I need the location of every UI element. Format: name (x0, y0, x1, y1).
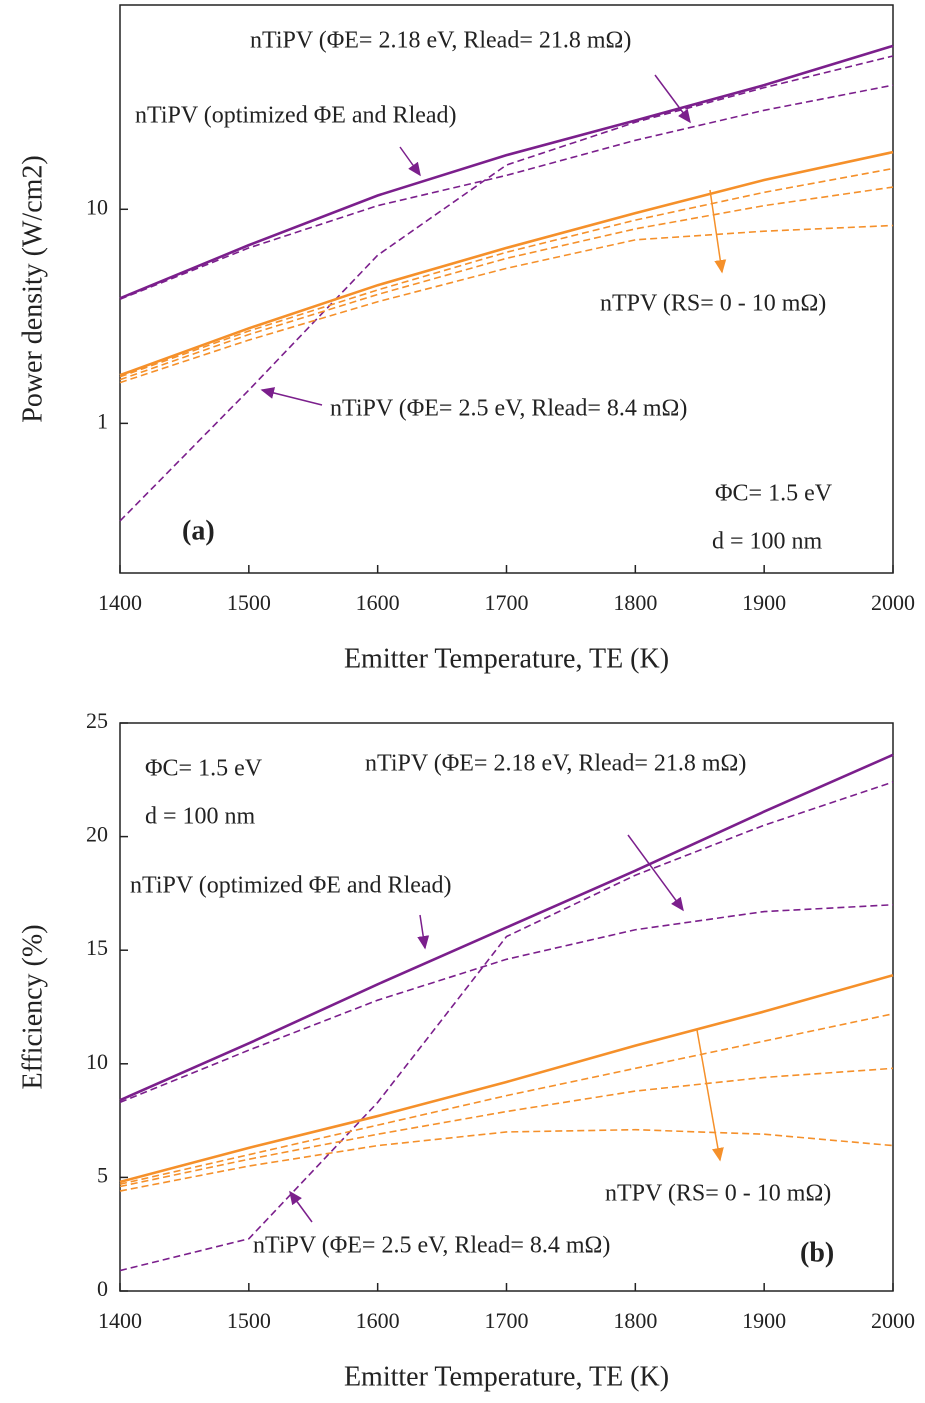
data-line (119, 1067, 894, 1188)
annotation: ΦC= 1.5 eV (715, 481, 833, 507)
annotation: (b) (800, 1237, 834, 1268)
arrow (260, 387, 323, 406)
arrow (654, 74, 691, 124)
x-tick-label: 1400 (98, 1308, 142, 1333)
x-tick-label: 1900 (742, 1308, 786, 1333)
data-line (119, 44, 894, 300)
y-tick-label: 5 (97, 1162, 108, 1187)
data-line (119, 55, 894, 522)
annotation: d = 100 nm (145, 804, 256, 830)
annotation: d = 100 nm (712, 529, 823, 555)
y-axis-label: Efficiency (%) (17, 924, 48, 1089)
series-label: nTiPV (ΦE= 2.5 eV, Rlead= 8.4 mΩ) (330, 396, 687, 422)
data-line (119, 1013, 894, 1185)
arrow (627, 834, 684, 912)
x-tick-label: 2000 (871, 590, 915, 615)
y-tick-label: 25 (86, 708, 108, 733)
x-tick-label: 2000 (871, 1308, 915, 1333)
y-tick-label: 10 (86, 1049, 108, 1074)
x-tick-label: 1500 (227, 1308, 271, 1333)
x-tick-label: 1800 (613, 1308, 657, 1333)
x-tick-label: 1600 (356, 1308, 400, 1333)
data-line (119, 903, 894, 1104)
series-label: nTiPV (ΦE= 2.5 eV, Rlead= 8.4 mΩ) (253, 1233, 610, 1259)
series-label: nTiPV (optimized ΦE and Rlead) (135, 103, 457, 129)
x-tick-label: 1500 (227, 590, 271, 615)
data-line (119, 186, 894, 381)
annotation: (a) (182, 515, 215, 546)
x-axis-label: Emitter Temperature, TE (K) (344, 1361, 669, 1392)
y-tick-label: 20 (86, 822, 108, 847)
x-tick-label: 1400 (98, 590, 142, 615)
arrow (399, 146, 421, 177)
y-tick-label: 10 (86, 194, 108, 219)
x-tick-label: 1900 (742, 590, 786, 615)
x-tick-label: 1700 (485, 590, 529, 615)
annotation: nTPV (RS= 0 - 10 mΩ) (605, 1181, 831, 1207)
y-tick-label: 0 (97, 1276, 108, 1301)
data-line (119, 973, 894, 1184)
data-line (119, 224, 894, 384)
y-axis-label: Power density (W/cm2) (17, 155, 48, 423)
x-axis-label: Emitter Temperature, TE (K) (344, 643, 669, 674)
annotation: nTPV (RS= 0 - 10 mΩ) (600, 291, 826, 317)
series-label: nTiPV (ΦE= 2.18 eV, Rlead= 21.8 mΩ) (365, 751, 746, 777)
y-tick-label: 1 (97, 408, 108, 433)
arrow (696, 1029, 724, 1162)
data-line (119, 150, 894, 377)
annotation: ΦC= 1.5 eV (145, 756, 263, 782)
series-label: nTiPV (ΦE= 2.18 eV, Rlead= 21.8 mΩ) (250, 28, 631, 54)
arrow (417, 914, 430, 950)
data-line (119, 1128, 894, 1192)
x-tick-label: 1600 (356, 590, 400, 615)
y-tick-label: 15 (86, 935, 108, 960)
data-line (119, 781, 894, 1272)
data-line (119, 753, 894, 1102)
arrow (289, 1190, 313, 1223)
data-line (119, 84, 894, 300)
data-line (119, 167, 894, 378)
x-tick-label: 1800 (613, 590, 657, 615)
x-tick-label: 1700 (485, 1308, 529, 1333)
series-label: nTiPV (optimized ΦE and Rlead) (130, 873, 452, 899)
